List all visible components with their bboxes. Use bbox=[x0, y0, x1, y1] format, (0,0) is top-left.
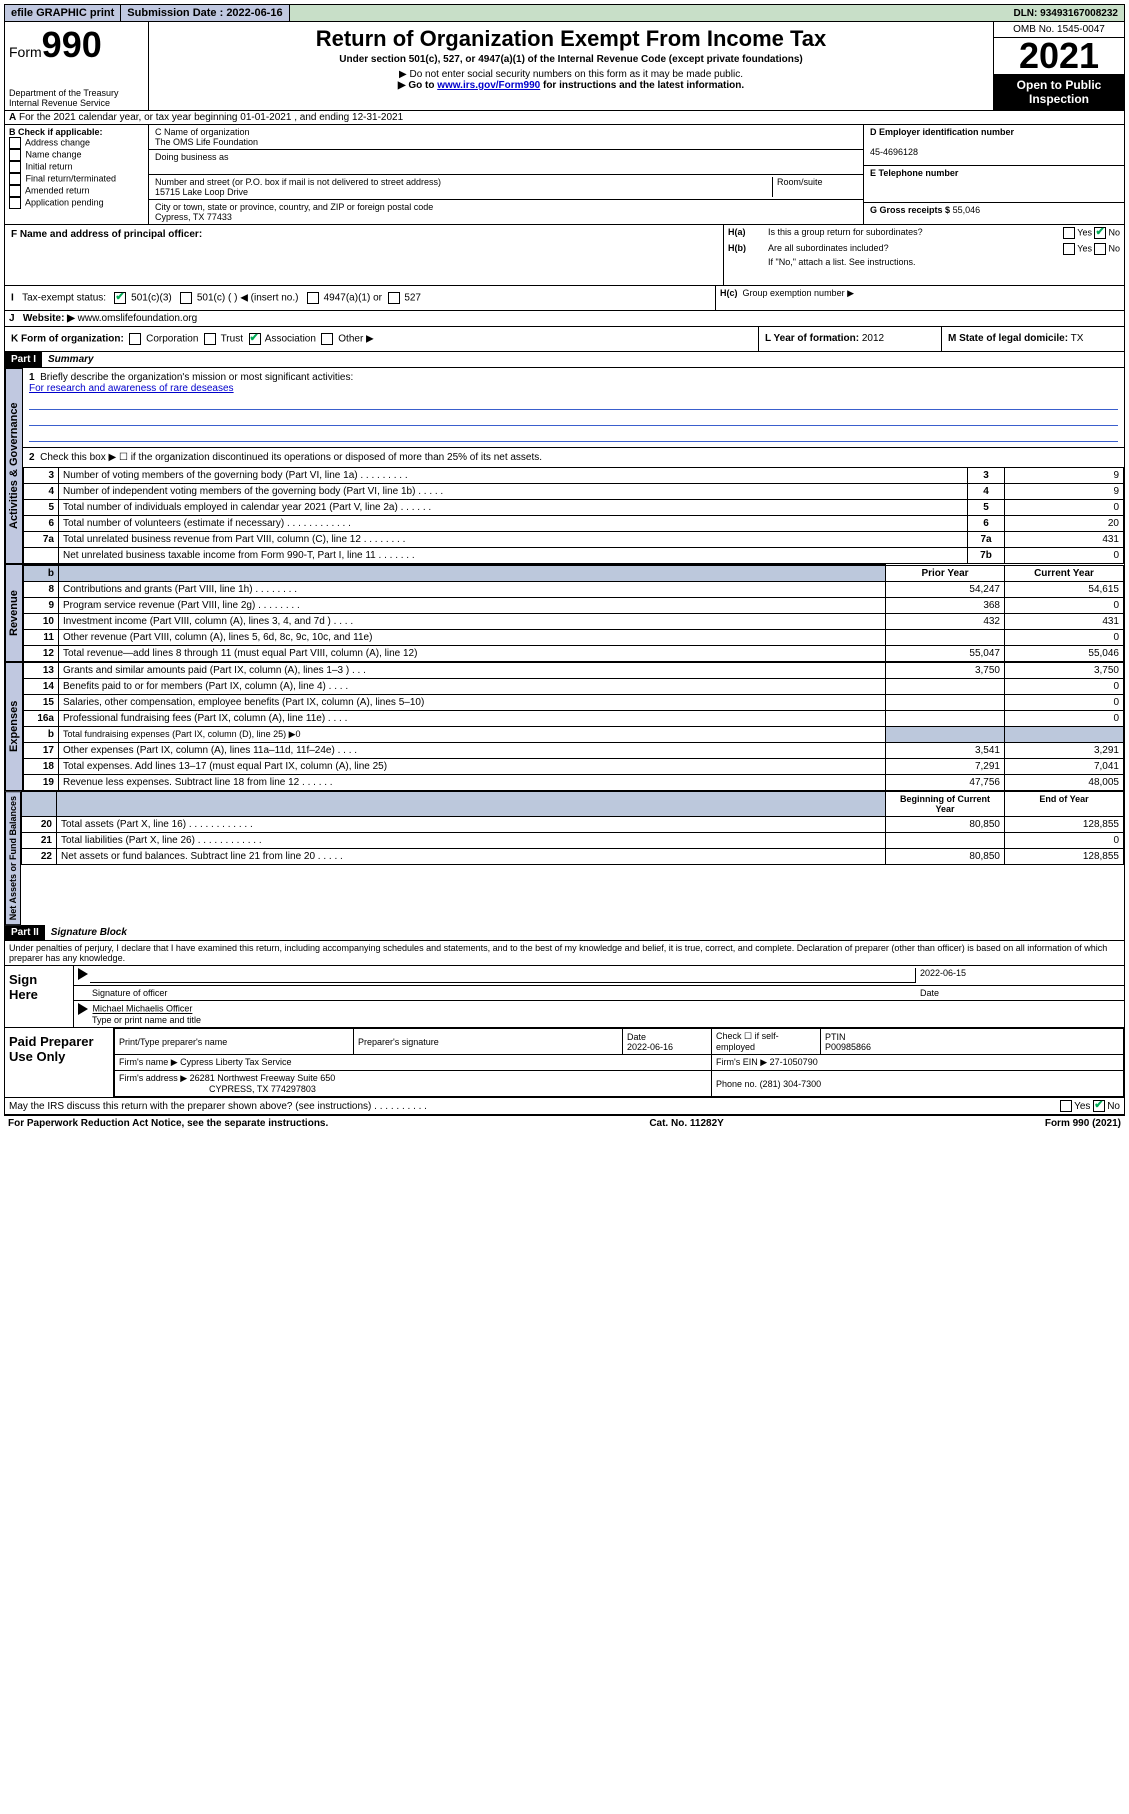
top-bar: efile GRAPHIC print Submission Date : 20… bbox=[4, 4, 1125, 22]
website-value: www.omslifefoundation.org bbox=[78, 313, 198, 324]
chk-assoc[interactable] bbox=[249, 333, 261, 345]
sign-here-label: Sign Here bbox=[5, 966, 73, 1027]
dept-treasury: Department of the TreasuryInternal Reven… bbox=[9, 88, 119, 108]
hb-no[interactable] bbox=[1094, 243, 1106, 255]
form-header: Form990 Department of the TreasuryIntern… bbox=[4, 22, 1125, 111]
chk-pending[interactable] bbox=[9, 197, 21, 209]
firm-addr1: 26281 Northwest Freeway Suite 650 bbox=[190, 1073, 336, 1083]
firm-ein: 27-1050790 bbox=[770, 1057, 818, 1067]
arrow-icon bbox=[78, 1003, 88, 1015]
i-hc-block: I Tax-exempt status: 501(c)(3) 501(c) ( … bbox=[4, 286, 1125, 311]
perjury-text: Under penalties of perjury, I declare th… bbox=[4, 941, 1125, 966]
firm-addr2: CYPRESS, TX 774297803 bbox=[119, 1084, 316, 1094]
revenue-table: b Prior Year Current Year 8Contributions… bbox=[23, 564, 1124, 662]
sign-block: Sign Here 2022-06-15 Signature of office… bbox=[4, 966, 1125, 1028]
governance-section: Activities & Governance 1 Briefly descri… bbox=[4, 368, 1125, 564]
open-public-badge: Open to Public Inspection bbox=[994, 74, 1124, 110]
state-domicile: TX bbox=[1071, 333, 1084, 344]
chk-corp[interactable] bbox=[129, 333, 141, 345]
chk-501c[interactable] bbox=[180, 292, 192, 304]
chk-address[interactable] bbox=[9, 137, 21, 149]
box-j: J Website: ▶ www.omslifefoundation.org bbox=[4, 311, 1125, 327]
vtab-governance: Activities & Governance bbox=[5, 368, 23, 564]
officer-name: Michael Michaelis Officer bbox=[93, 1004, 193, 1014]
vtab-revenue: Revenue bbox=[5, 564, 23, 662]
part1-tag: Part I bbox=[5, 352, 42, 367]
chk-trust[interactable] bbox=[204, 333, 216, 345]
ein-value: 45-4696128 bbox=[870, 147, 918, 157]
chk-initial[interactable] bbox=[9, 161, 21, 173]
footer: For Paperwork Reduction Act Notice, see … bbox=[4, 1115, 1125, 1131]
form-subtitle: Under section 501(c), 527, or 4947(a)(1)… bbox=[155, 54, 987, 65]
box-deg: D Employer identification number 45-4696… bbox=[863, 125, 1124, 224]
box-c: C Name of organization The OMS Life Foun… bbox=[149, 125, 863, 224]
note-ssn: ▶ Do not enter social security numbers o… bbox=[155, 69, 987, 80]
chk-501c3[interactable] bbox=[114, 292, 126, 304]
vtab-expenses: Expenses bbox=[5, 662, 23, 791]
line2-text: Check this box ▶ ☐ if the organization d… bbox=[40, 452, 542, 463]
balances-section: Net Assets or Fund Balances Beginning of… bbox=[4, 791, 1125, 925]
chk-527[interactable] bbox=[388, 292, 400, 304]
submission-date: Submission Date : 2022-06-16 bbox=[121, 5, 289, 21]
org-name: The OMS Life Foundation bbox=[155, 137, 258, 147]
klm-block: K Form of organization: Corporation Trus… bbox=[4, 327, 1125, 352]
org-city: Cypress, TX 77433 bbox=[155, 212, 232, 222]
fh-block: F Name and address of principal officer:… bbox=[4, 225, 1125, 286]
tax-year: 2021 bbox=[994, 38, 1124, 74]
balances-table: Beginning of Current Year End of Year 20… bbox=[21, 791, 1124, 865]
firm-name: Cypress Liberty Tax Service bbox=[180, 1057, 291, 1067]
irs-link[interactable]: www.irs.gov/Form990 bbox=[437, 80, 540, 91]
part1-bar: Part I Summary bbox=[4, 352, 1125, 368]
chk-name[interactable] bbox=[9, 149, 21, 161]
expenses-section: Expenses 13Grants and similar amounts pa… bbox=[4, 662, 1125, 791]
ha-no[interactable] bbox=[1094, 227, 1106, 239]
year-formation: 2012 bbox=[862, 333, 884, 344]
ptin: P00985866 bbox=[825, 1042, 871, 1052]
discuss-no[interactable] bbox=[1093, 1100, 1105, 1112]
row-a-tax-year: A For the 2021 calendar year, or tax yea… bbox=[4, 111, 1125, 125]
discuss-row: May the IRS discuss this return with the… bbox=[4, 1098, 1125, 1115]
box-f: F Name and address of principal officer: bbox=[5, 225, 723, 285]
room-suite: Room/suite bbox=[772, 177, 857, 197]
gross-receipts: 55,046 bbox=[953, 205, 981, 215]
preparer-block: Paid Preparer Use Only Print/Type prepar… bbox=[4, 1028, 1125, 1098]
hb-yes[interactable] bbox=[1063, 243, 1075, 255]
form-number: 990 bbox=[42, 24, 102, 65]
identity-block: B Check if applicable: Address change Na… bbox=[4, 125, 1125, 225]
org-address: 15715 Lake Loop Drive bbox=[155, 187, 248, 197]
part2-tag: Part II bbox=[5, 925, 45, 940]
preparer-label: Paid Preparer Use Only bbox=[5, 1028, 113, 1097]
chk-other[interactable] bbox=[321, 333, 333, 345]
efile-button[interactable]: efile GRAPHIC print bbox=[5, 5, 121, 21]
form-title: Return of Organization Exempt From Incom… bbox=[155, 26, 987, 52]
vtab-balances: Net Assets or Fund Balances bbox=[5, 791, 21, 925]
expenses-table: 13Grants and similar amounts paid (Part … bbox=[23, 662, 1124, 791]
ha-yes[interactable] bbox=[1063, 227, 1075, 239]
dln: DLN: 93493167008232 bbox=[1007, 6, 1124, 21]
form-label: Form990 bbox=[9, 24, 144, 66]
revenue-section: Revenue b Prior Year Current Year 8Contr… bbox=[4, 564, 1125, 662]
box-b: B Check if applicable: Address change Na… bbox=[5, 125, 149, 224]
firm-phone: (281) 304-7300 bbox=[760, 1079, 822, 1089]
note-link: ▶ Go to www.irs.gov/Form990 for instruct… bbox=[155, 80, 987, 91]
mission-text[interactable]: For research and awareness of rare desea… bbox=[29, 383, 234, 394]
governance-table: 3Number of voting members of the governi… bbox=[23, 467, 1124, 564]
part2-bar: Part II Signature Block bbox=[4, 925, 1125, 941]
arrow-icon bbox=[78, 968, 88, 980]
chk-4947[interactable] bbox=[307, 292, 319, 304]
part1-title: Summary bbox=[42, 352, 100, 367]
preparer-table: Print/Type preparer's name Preparer's si… bbox=[114, 1028, 1124, 1097]
chk-amended[interactable] bbox=[9, 185, 21, 197]
discuss-yes[interactable] bbox=[1060, 1100, 1072, 1112]
sign-date: 2022-06-15 bbox=[915, 968, 1120, 983]
chk-final[interactable] bbox=[9, 173, 21, 185]
part2-title: Signature Block bbox=[45, 925, 133, 940]
